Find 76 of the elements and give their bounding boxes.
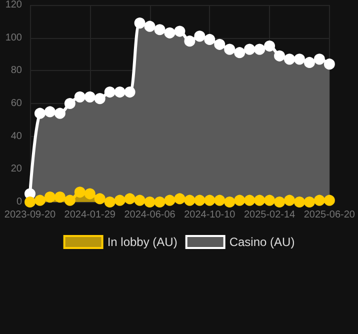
x-tick-label: 2023-09-20 <box>4 210 56 220</box>
y-tick-label: 80 <box>10 65 22 76</box>
x-tick-label: 2024-06-06 <box>124 210 176 220</box>
point <box>194 194 206 206</box>
point <box>324 58 335 70</box>
point <box>224 44 236 55</box>
point <box>254 44 266 55</box>
point <box>254 194 266 206</box>
x-tick-label: 2024-01-29 <box>64 210 116 220</box>
legend-label: Casino (AU) <box>229 235 295 249</box>
x-tick-label: 2025-06-20 <box>304 210 356 220</box>
point <box>244 194 256 206</box>
y-tick-label: 40 <box>10 130 22 142</box>
point <box>214 194 226 206</box>
point <box>124 86 136 98</box>
point <box>284 54 295 65</box>
y-tick-label: 120 <box>5 0 22 10</box>
point <box>154 24 166 36</box>
point <box>164 194 176 206</box>
point <box>84 188 96 200</box>
point <box>294 196 305 208</box>
point <box>144 196 156 208</box>
point <box>184 36 196 47</box>
point <box>204 34 216 45</box>
point <box>24 196 36 208</box>
point <box>114 86 126 98</box>
point <box>114 194 126 206</box>
point <box>274 196 286 208</box>
legend-label: In lobby (AU) <box>107 235 178 249</box>
point <box>104 86 116 98</box>
point <box>154 196 166 208</box>
point <box>324 194 335 206</box>
point <box>44 106 56 118</box>
point <box>234 47 246 58</box>
point <box>194 30 206 42</box>
y-tick-label: 20 <box>10 164 22 175</box>
point <box>44 192 56 203</box>
point <box>184 194 196 206</box>
x-tick-label: 2025-02-14 <box>244 210 296 220</box>
point <box>164 27 176 38</box>
point <box>74 186 86 198</box>
point <box>134 194 146 206</box>
point <box>34 108 46 119</box>
y-tick-label: 60 <box>10 98 22 109</box>
point <box>54 108 66 119</box>
point <box>304 196 315 208</box>
point <box>304 56 315 68</box>
y-tick-label: 100 <box>5 32 22 44</box>
point <box>174 193 186 204</box>
point <box>94 93 106 104</box>
point <box>174 26 186 37</box>
point <box>204 194 216 206</box>
point <box>224 196 236 208</box>
y-tick-label: 0 <box>16 196 22 208</box>
point <box>74 91 86 102</box>
point <box>64 98 76 109</box>
point <box>84 91 96 102</box>
point <box>134 18 146 29</box>
point <box>294 54 305 65</box>
point <box>264 40 276 52</box>
point <box>54 192 66 203</box>
point <box>234 194 246 206</box>
point <box>264 194 276 206</box>
point <box>144 20 156 32</box>
x-tick-label: 2024-10-10 <box>184 210 236 220</box>
point <box>34 194 46 206</box>
point <box>284 194 295 206</box>
point <box>124 193 136 204</box>
point <box>94 193 106 204</box>
point <box>244 44 256 55</box>
point <box>64 194 76 206</box>
point <box>274 50 286 62</box>
point <box>214 38 226 50</box>
point <box>314 194 325 206</box>
point <box>104 196 116 208</box>
point <box>314 54 325 65</box>
